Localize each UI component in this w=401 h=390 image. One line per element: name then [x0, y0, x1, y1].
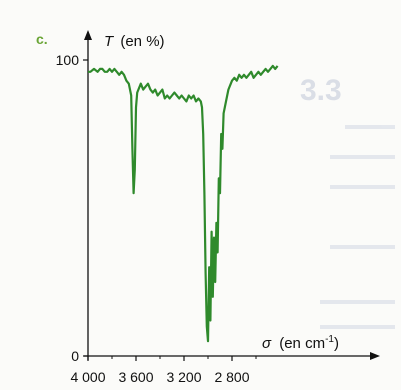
x-tick-label: 3 200: [166, 369, 201, 385]
y-axis-arrow: [84, 30, 92, 40]
svg-text:3.3: 3.3: [300, 74, 342, 107]
x-axis-arrow: [370, 352, 380, 360]
y-tick-label: 0: [71, 348, 79, 364]
axes: [84, 30, 380, 360]
x-tick-label: 4 000: [70, 369, 105, 385]
ticks: 0 100 4 000 3 600 3 200 2 800: [56, 52, 257, 385]
x-tick-label: 2 800: [214, 369, 249, 385]
y-axis-title: T (en %): [104, 33, 165, 50]
plot-area: [88, 64, 279, 343]
y-tick-label: 100: [56, 52, 80, 68]
background-ghost-text: 3.3: [300, 74, 395, 329]
panel-label: c.: [36, 31, 48, 47]
x-axis-title: σ (en cm-1): [262, 334, 339, 352]
spectrum-line: [88, 64, 279, 343]
x-tick-label: 3 600: [118, 369, 153, 385]
